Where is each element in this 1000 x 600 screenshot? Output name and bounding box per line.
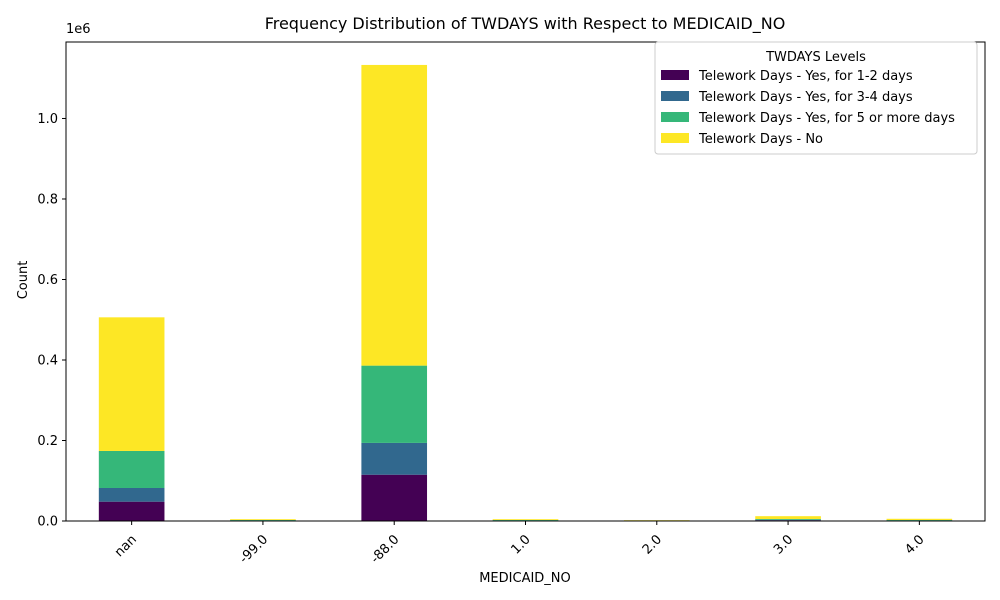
legend-swatch (661, 133, 689, 143)
y-ticks: 0.0 0.2 0.4 0.6 0.8 1.0 (37, 112, 66, 530)
chart-title: Frequency Distribution of TWDAYS with Re… (265, 14, 786, 34)
bar-segment (98, 487, 165, 502)
legend: TWDAYS Levels Telework Days - Yes, for 1… (654, 41, 978, 155)
bar-segment (361, 365, 428, 443)
bar-segment (361, 442, 428, 475)
x-tick-label: -99.0 (237, 532, 271, 566)
y-tick-label: 0.8 (37, 192, 58, 207)
bar-segment (755, 516, 821, 519)
legend-label: Telework Days - Yes, for 3-4 days (698, 90, 913, 105)
legend-items: Telework Days - Yes, for 1-2 days Telewor… (661, 69, 955, 147)
legend-swatch (661, 91, 689, 101)
x-axis-title: MEDICAID_NO (479, 571, 571, 586)
y-tick-label: 1.0 (37, 112, 58, 127)
bar-segment (98, 317, 165, 451)
legend-label: Telework Days - Yes, for 5 or more days (698, 111, 955, 126)
y-tick-label: 0.6 (37, 273, 58, 288)
bar-segment (98, 450, 165, 488)
legend-swatch (661, 70, 689, 80)
y-offset-label: 1e6 (66, 22, 91, 37)
x-tick-label: 1.0 (509, 532, 534, 557)
bar-segment (230, 519, 296, 520)
y-axis-title: Count (16, 261, 31, 300)
y-tick-label: 0.4 (37, 353, 58, 368)
y-tick-label: 0.2 (37, 434, 58, 449)
x-tick-label: 3.0 (771, 532, 796, 557)
x-ticks: nan -99.0 -88.0 1.0 2.0 3.0 4.0 (112, 521, 928, 567)
bar-segment (755, 518, 821, 520)
y-tick-label: 0.0 (37, 515, 58, 530)
legend-swatch (661, 112, 689, 122)
x-tick-label: 4.0 (902, 532, 927, 557)
x-tick-label: -88.0 (368, 532, 402, 566)
legend-frame (654, 41, 978, 155)
bar-segment (98, 501, 165, 521)
bar-segment (886, 518, 953, 520)
legend-title: TWDAYS Levels (765, 50, 866, 65)
legend-label: Telework Days - Yes, for 1-2 days (698, 69, 913, 84)
bar-segment (361, 64, 428, 366)
legend-label: Telework Days - No (698, 132, 823, 147)
x-tick-label: 2.0 (640, 532, 665, 557)
bar-segment (361, 474, 428, 521)
x-tick-label: nan (112, 532, 140, 560)
bar-segment (492, 519, 559, 520)
